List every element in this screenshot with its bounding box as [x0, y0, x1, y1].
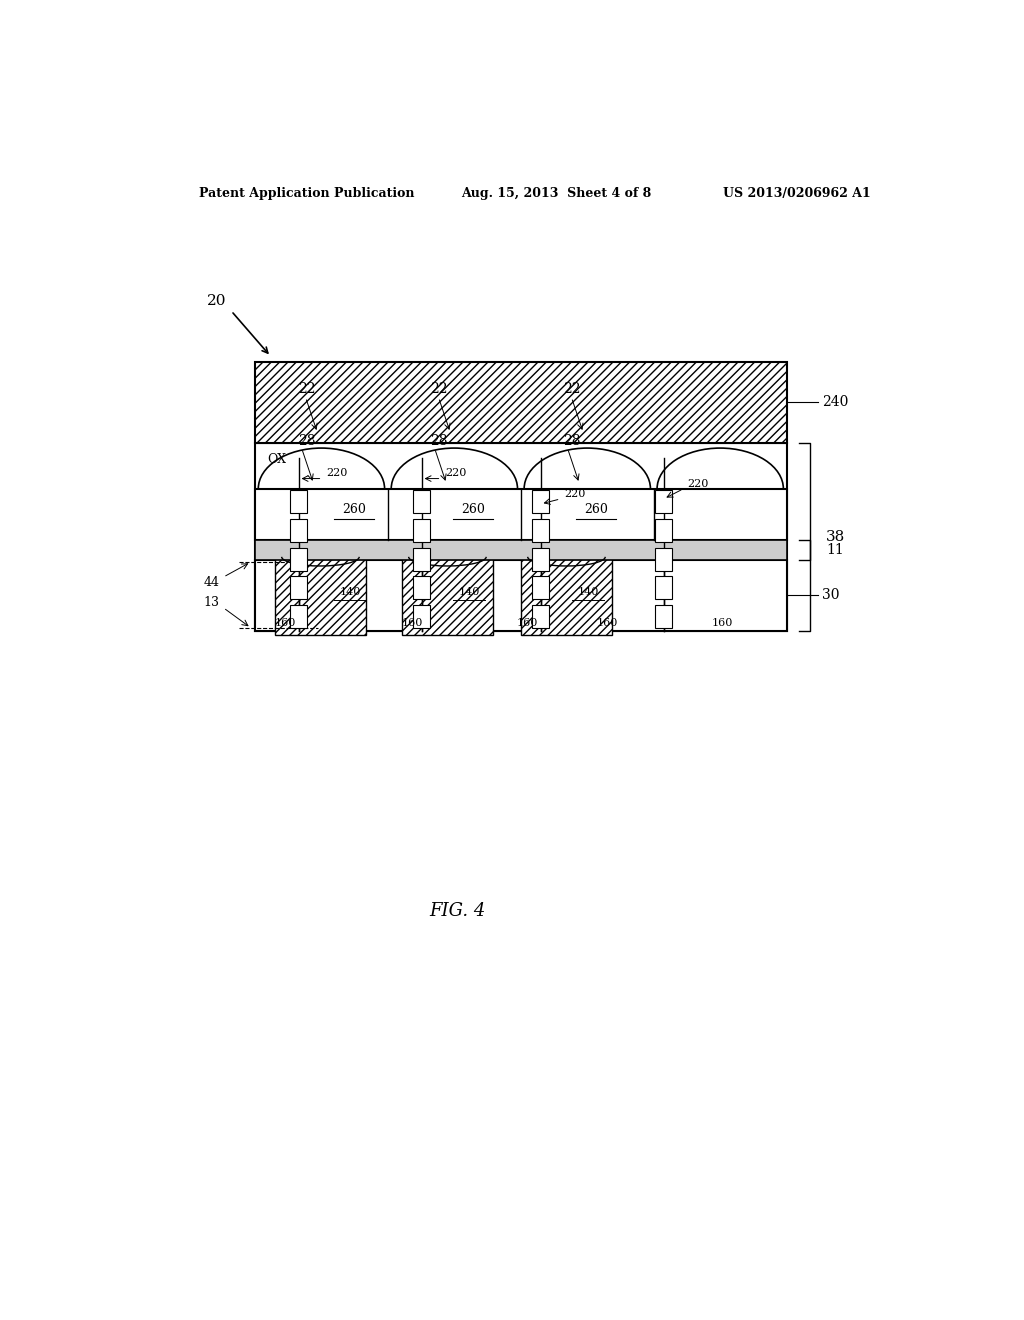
- Bar: [274, 558, 367, 635]
- Text: 220: 220: [687, 479, 709, 488]
- Text: 44: 44: [204, 576, 219, 589]
- Bar: [413, 519, 430, 541]
- Text: 13: 13: [204, 597, 219, 609]
- Text: 160: 160: [596, 618, 617, 628]
- Text: 30: 30: [822, 589, 840, 602]
- Bar: [255, 444, 786, 631]
- Bar: [531, 519, 550, 541]
- Bar: [401, 558, 494, 635]
- Bar: [531, 577, 550, 599]
- Text: US 2013/0206962 A1: US 2013/0206962 A1: [723, 187, 871, 201]
- Bar: [290, 519, 307, 541]
- Bar: [655, 519, 673, 541]
- Text: 20: 20: [207, 293, 227, 308]
- Bar: [655, 577, 673, 599]
- Bar: [255, 488, 786, 540]
- Text: Aug. 15, 2013  Sheet 4 of 8: Aug. 15, 2013 Sheet 4 of 8: [461, 187, 651, 201]
- Bar: [521, 558, 612, 635]
- Text: 28: 28: [563, 434, 581, 447]
- Text: FIG. 4: FIG. 4: [430, 902, 486, 920]
- Bar: [531, 490, 550, 513]
- Text: 28: 28: [298, 434, 315, 447]
- Bar: [413, 577, 430, 599]
- Text: 28: 28: [430, 434, 449, 447]
- Text: 220: 220: [564, 488, 586, 499]
- Text: 260: 260: [461, 503, 485, 516]
- Bar: [290, 548, 307, 570]
- Bar: [531, 548, 550, 570]
- Bar: [255, 362, 786, 444]
- Text: OX: OX: [267, 453, 286, 466]
- Text: 22: 22: [430, 381, 449, 396]
- Text: Patent Application Publication: Patent Application Publication: [200, 187, 415, 201]
- Bar: [655, 605, 673, 628]
- Text: 140: 140: [578, 587, 599, 598]
- Bar: [255, 540, 786, 560]
- Text: 160: 160: [712, 618, 732, 628]
- Bar: [290, 490, 307, 513]
- Bar: [413, 605, 430, 628]
- Bar: [290, 605, 307, 628]
- Bar: [255, 560, 786, 631]
- Text: 22: 22: [563, 381, 581, 396]
- Text: 160: 160: [517, 618, 539, 628]
- Text: 220: 220: [327, 469, 348, 478]
- Text: 22: 22: [298, 381, 315, 396]
- Text: 240: 240: [822, 395, 849, 409]
- Bar: [655, 490, 673, 513]
- Text: 260: 260: [585, 503, 608, 516]
- Bar: [413, 490, 430, 513]
- Text: 220: 220: [445, 469, 467, 478]
- Text: 160: 160: [274, 618, 296, 628]
- Bar: [413, 548, 430, 570]
- Text: 140: 140: [340, 587, 360, 598]
- Bar: [531, 605, 550, 628]
- Text: 140: 140: [459, 587, 480, 598]
- Text: 11: 11: [826, 543, 844, 557]
- Bar: [290, 577, 307, 599]
- Bar: [655, 548, 673, 570]
- Text: 38: 38: [826, 531, 846, 544]
- Text: 160: 160: [401, 618, 423, 628]
- Text: 260: 260: [342, 503, 367, 516]
